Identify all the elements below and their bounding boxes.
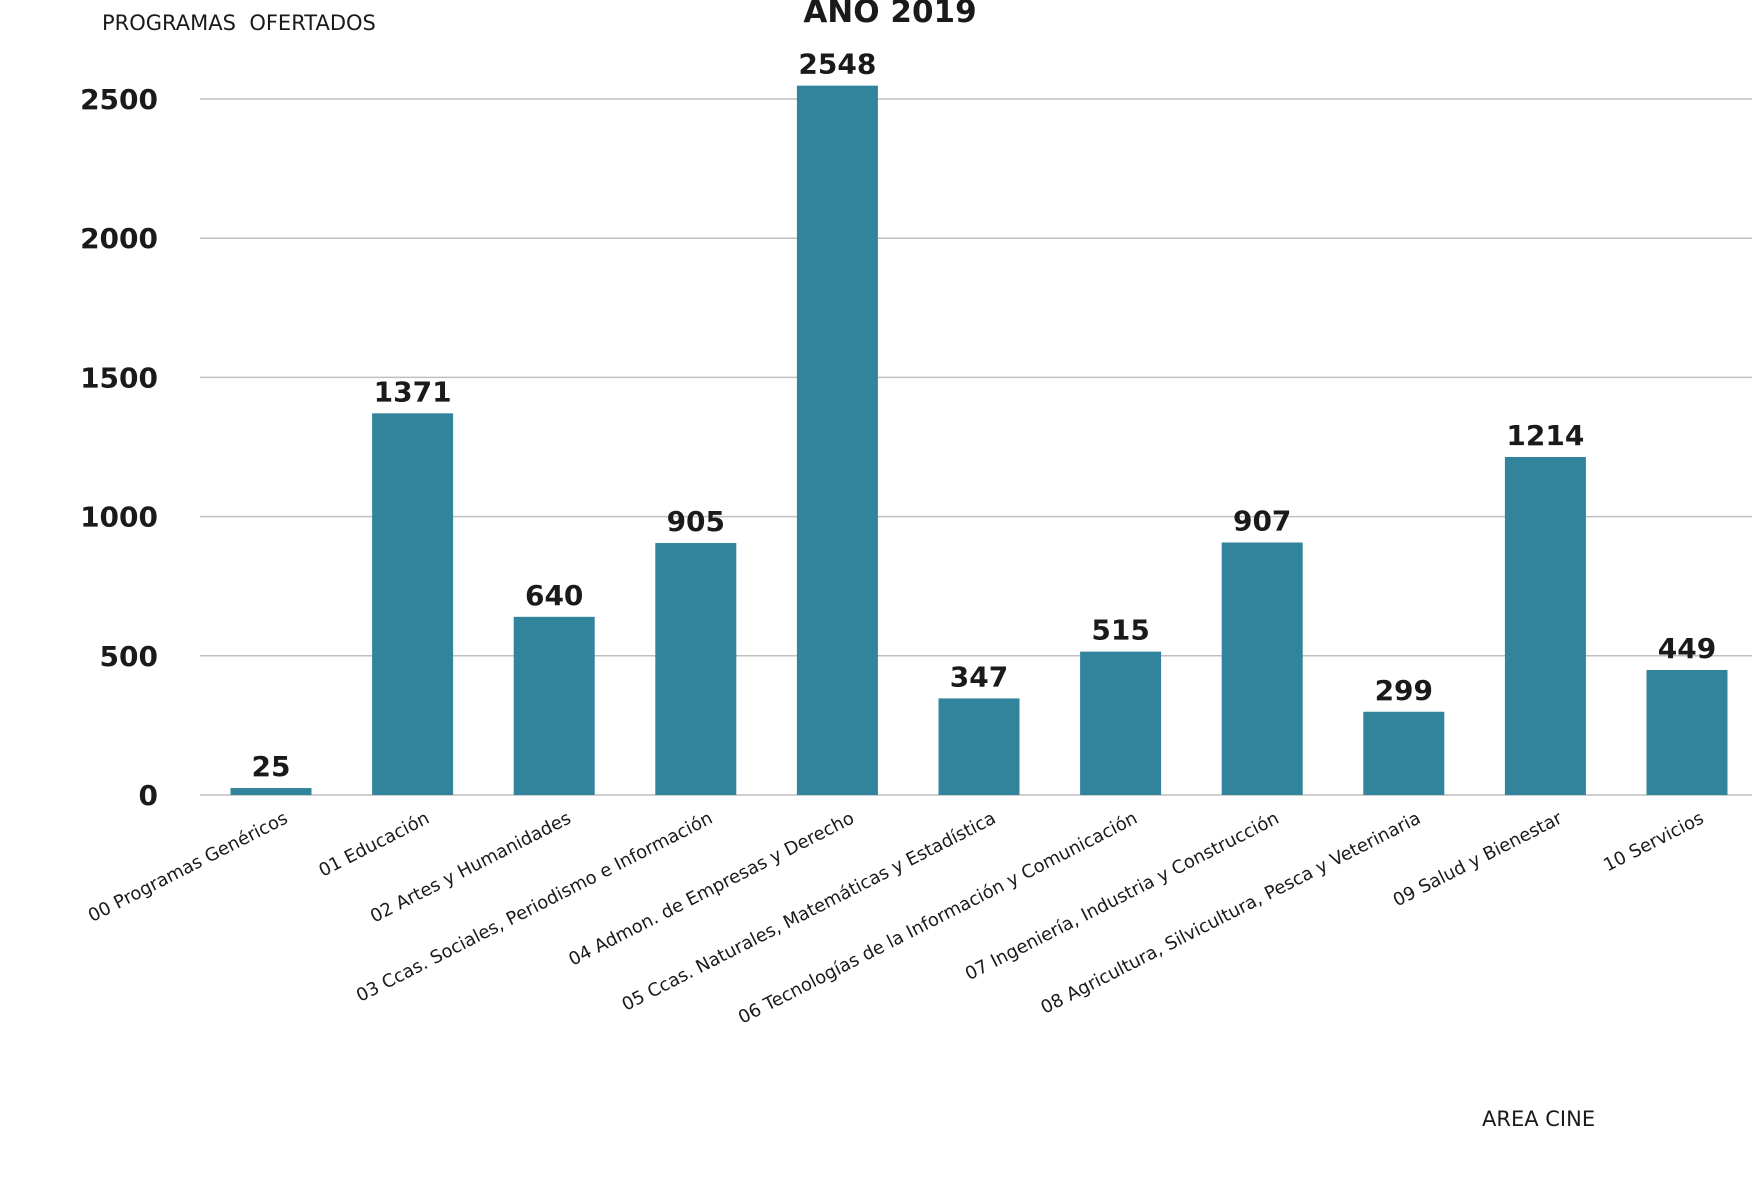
x-tick-label: 01 Educación bbox=[315, 808, 432, 882]
y-tick-label: 1500 bbox=[80, 361, 158, 394]
data-label: 449 bbox=[1658, 632, 1716, 665]
x-tick-label: 00 Programas Genéricos bbox=[85, 808, 291, 927]
data-labels: 25 1371 640 905 2548 347 515 907 299 1214 449 bbox=[252, 48, 1717, 783]
data-label: 347 bbox=[950, 660, 1008, 693]
x-tick-label: 10 Servicios bbox=[1600, 808, 1707, 876]
chart-title: AÑO 2019 bbox=[803, 0, 976, 30]
bar bbox=[230, 788, 312, 795]
bar bbox=[1646, 669, 1728, 795]
data-label: 907 bbox=[1233, 504, 1291, 537]
bar bbox=[796, 85, 878, 796]
data-label: 1214 bbox=[1506, 419, 1584, 452]
y-tick-label: 500 bbox=[100, 640, 158, 673]
bar bbox=[938, 698, 1020, 795]
y-tick-label: 2500 bbox=[80, 83, 158, 116]
x-tick-label: 04 Admon. de Empresas y Derecho bbox=[565, 808, 857, 971]
bar bbox=[1080, 651, 1162, 795]
y-axis-label: PROGRAMAS OFERTADOS bbox=[102, 11, 376, 35]
bar bbox=[655, 543, 737, 795]
y-tick-label: 2000 bbox=[80, 222, 158, 255]
bar bbox=[372, 413, 454, 795]
data-label: 2548 bbox=[798, 48, 876, 81]
data-label: 905 bbox=[667, 505, 725, 538]
y-tick-label: 1000 bbox=[80, 501, 158, 534]
y-axis-ticks: 0 500 1000 1500 2000 2500 bbox=[80, 83, 158, 812]
data-label: 640 bbox=[525, 579, 583, 612]
y-tick-label: 0 bbox=[139, 779, 158, 812]
bar bbox=[1363, 711, 1445, 795]
data-label: 299 bbox=[1375, 674, 1433, 707]
bar bbox=[1504, 457, 1586, 795]
data-label: 1371 bbox=[374, 375, 452, 408]
bar bbox=[1221, 542, 1303, 795]
bars bbox=[230, 85, 1728, 796]
data-label: 515 bbox=[1091, 614, 1149, 647]
x-axis-label: AREA CINE bbox=[1482, 1107, 1595, 1131]
data-label: 25 bbox=[252, 750, 291, 783]
bar bbox=[513, 616, 595, 795]
gridlines bbox=[200, 98, 1752, 796]
